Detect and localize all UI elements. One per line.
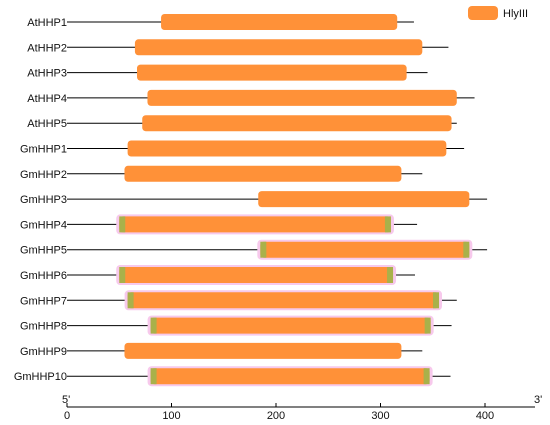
protein-label: GmHHP1 — [20, 144, 67, 156]
hlyiii-domain — [260, 241, 470, 258]
hlyiii-domain — [137, 64, 407, 81]
domain-end-marker — [433, 292, 440, 309]
protein-label: GmHHP4 — [20, 219, 67, 231]
hlyiii-domain — [124, 342, 402, 359]
hlyiii-domain — [258, 191, 470, 208]
x-axis: 5' 3' 0 100 200 300 400 — [62, 394, 542, 422]
protein-row: AtHHP2 — [27, 39, 449, 56]
protein-label: AtHHP4 — [27, 93, 67, 105]
protein-row: AtHHP3 — [27, 64, 428, 81]
protein-label: AtHHP5 — [27, 118, 67, 130]
protein-row: AtHHP4 — [27, 89, 475, 106]
protein-label: GmHHP7 — [20, 295, 67, 307]
protein-label: GmHHP8 — [20, 321, 67, 333]
protein-row: GmHHP9 — [20, 342, 423, 359]
domain-start-marker — [150, 317, 157, 334]
legend-swatch-hlyiii — [468, 6, 498, 20]
domain-start-marker — [119, 216, 126, 233]
domain-start-marker — [119, 267, 126, 283]
protein-row: AtHHP5 — [27, 115, 457, 132]
protein-row: GmHHP6 — [20, 265, 415, 285]
domain-end-marker — [387, 267, 394, 283]
protein-rows: AtHHP1 AtHHP2 AtHHP3 AtHHP4 AtHHP5 GmHHP1 GmHH… — [14, 14, 488, 387]
domain-start-marker — [260, 241, 267, 258]
protein-row: GmHHP8 — [20, 315, 452, 336]
protein-label: GmHHP3 — [20, 194, 67, 206]
domain-start-marker — [150, 368, 157, 385]
protein-label: AtHHP1 — [27, 17, 67, 29]
hlyiii-domain — [124, 165, 402, 182]
hlyiii-domain — [119, 216, 391, 233]
legend: HlyIII — [468, 6, 528, 20]
protein-row: GmHHP10 — [14, 366, 451, 387]
hlyiii-domain — [150, 368, 430, 385]
hlyiii-domain — [142, 115, 452, 132]
domain-end-marker — [423, 368, 430, 385]
hlyiii-domain — [127, 292, 440, 309]
protein-label: GmHHP10 — [14, 371, 67, 383]
protein-label: GmHHP9 — [20, 346, 67, 358]
axis-end-label: 3' — [534, 394, 542, 406]
axis-tick-label: 300 — [371, 410, 389, 422]
protein-row: AtHHP1 — [27, 14, 414, 30]
axis-tick-label: 100 — [162, 410, 180, 422]
hlyiii-domain — [161, 14, 398, 30]
hlyiii-domain — [147, 89, 457, 106]
protein-label: GmHHP6 — [20, 270, 67, 282]
domain-end-marker — [463, 241, 470, 258]
protein-row: GmHHP7 — [20, 290, 457, 311]
axis-start-label: 5' — [62, 394, 70, 406]
legend-label: HlyIII — [503, 8, 528, 20]
hlyiii-domain — [150, 317, 431, 334]
axis-tick-label: 200 — [267, 410, 285, 422]
axis-tick-label: 0 — [64, 410, 70, 422]
protein-row: GmHHP1 — [20, 140, 465, 157]
domain-start-marker — [127, 292, 134, 309]
axis-tick-label: 400 — [476, 410, 494, 422]
protein-label: GmHHP2 — [20, 169, 67, 181]
hlyiii-domain — [119, 267, 394, 283]
domain-end-marker — [384, 216, 391, 233]
protein-label: AtHHP2 — [27, 42, 67, 54]
hlyiii-domain — [127, 140, 447, 157]
protein-label: AtHHP3 — [27, 68, 67, 80]
protein-label: GmHHP5 — [20, 245, 67, 257]
domain-end-marker — [424, 317, 431, 334]
protein-row: GmHHP2 — [20, 165, 423, 182]
protein-row: GmHHP3 — [20, 191, 488, 208]
hlyiii-domain — [134, 39, 423, 56]
protein-row: GmHHP4 — [20, 214, 418, 235]
axis-ticks: 0 100 200 300 400 — [64, 403, 494, 422]
protein-row: GmHHP5 — [20, 239, 488, 260]
